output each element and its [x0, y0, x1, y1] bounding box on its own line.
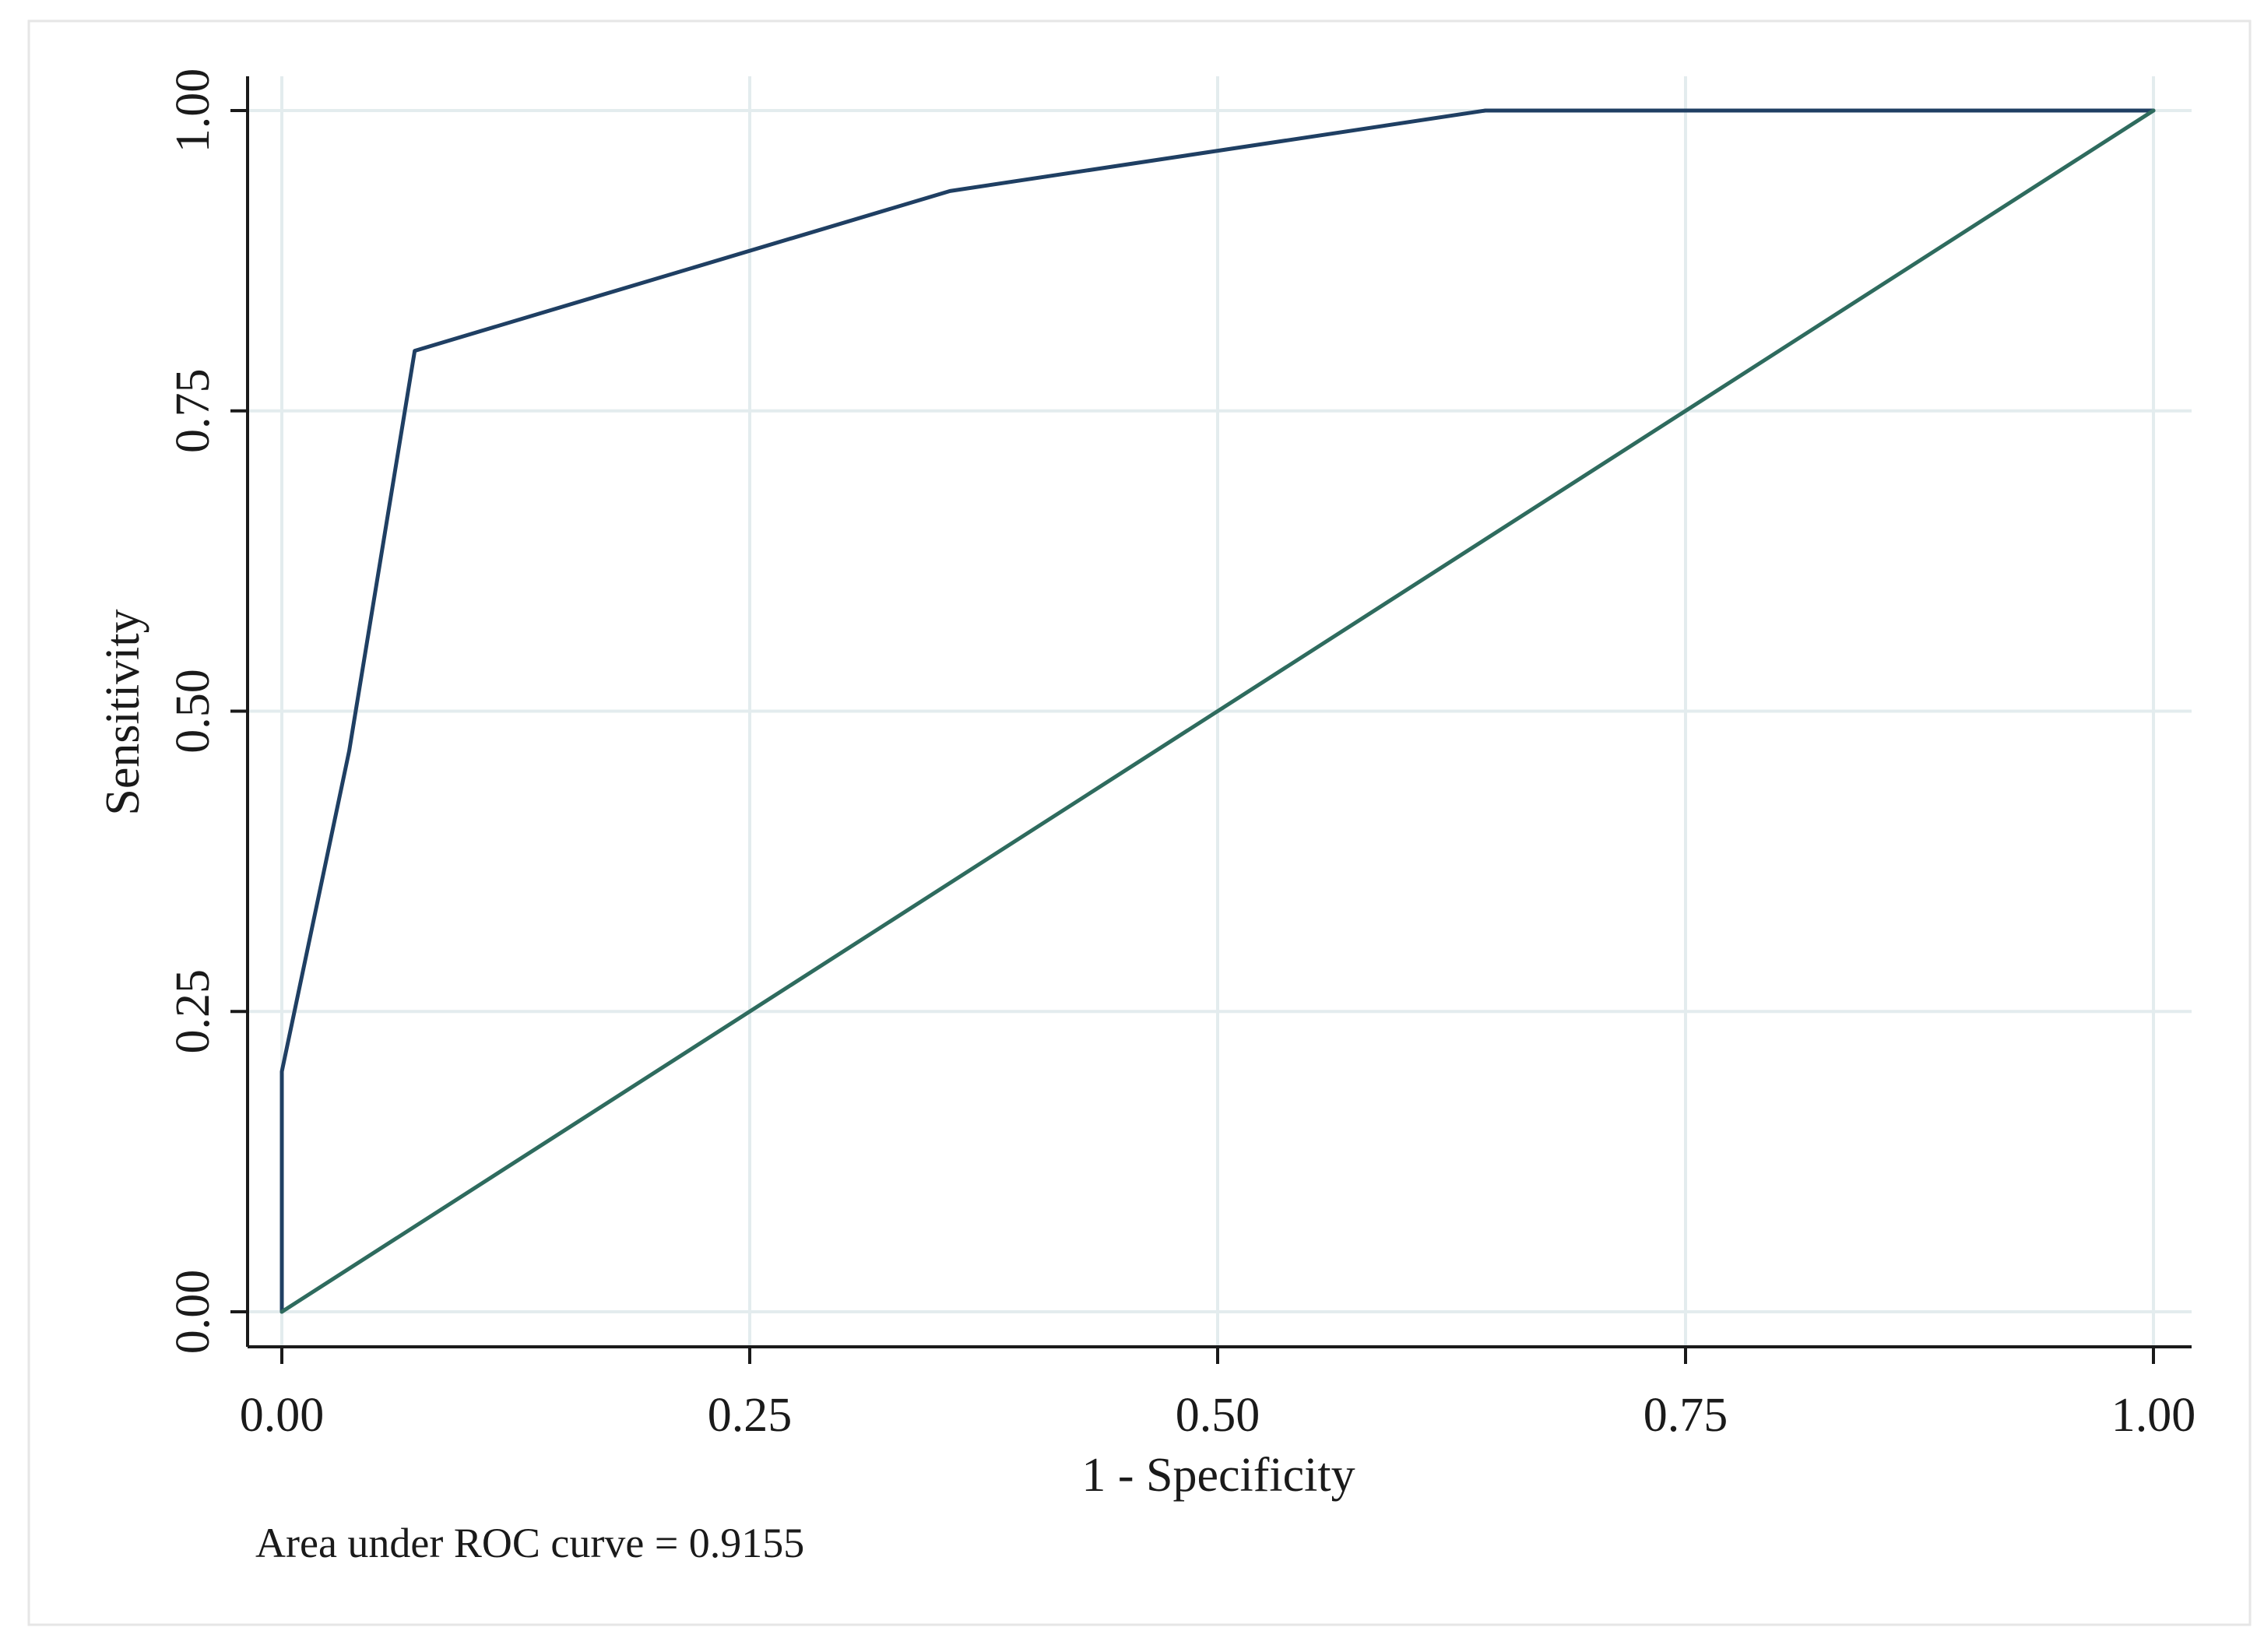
y-tick-label: 0.50 [167, 669, 220, 754]
ticks: 0.00 0.25 0.50 0.75 1.00 0.00 0.25 0.50 0.75 1.00 [167, 69, 2195, 1442]
y-tick-label: 0.00 [167, 1270, 220, 1355]
y-tick-label: 1.00 [167, 69, 220, 153]
series [279, 108, 2156, 1314]
x-tick-label: 0.25 [708, 1389, 793, 1442]
y-tick-label: 0.75 [167, 369, 220, 454]
x-axis-label: 1 - Specificity [1081, 1449, 1355, 1502]
y-tick-label: 0.25 [167, 969, 220, 1054]
y-axis-label: Sensitivity [97, 609, 149, 815]
x-tick-label: 0.50 [1176, 1389, 1260, 1442]
x-tick-label: 1.00 [2111, 1389, 2196, 1442]
roc-curve-line [279, 108, 2156, 1314]
reference-diagonal-line [279, 108, 2156, 1314]
x-tick-label: 0.75 [1644, 1389, 1728, 1442]
auc-note: Area under ROC curve = 0.9155 [255, 1520, 804, 1566]
x-tick-label: 0.00 [240, 1389, 325, 1442]
